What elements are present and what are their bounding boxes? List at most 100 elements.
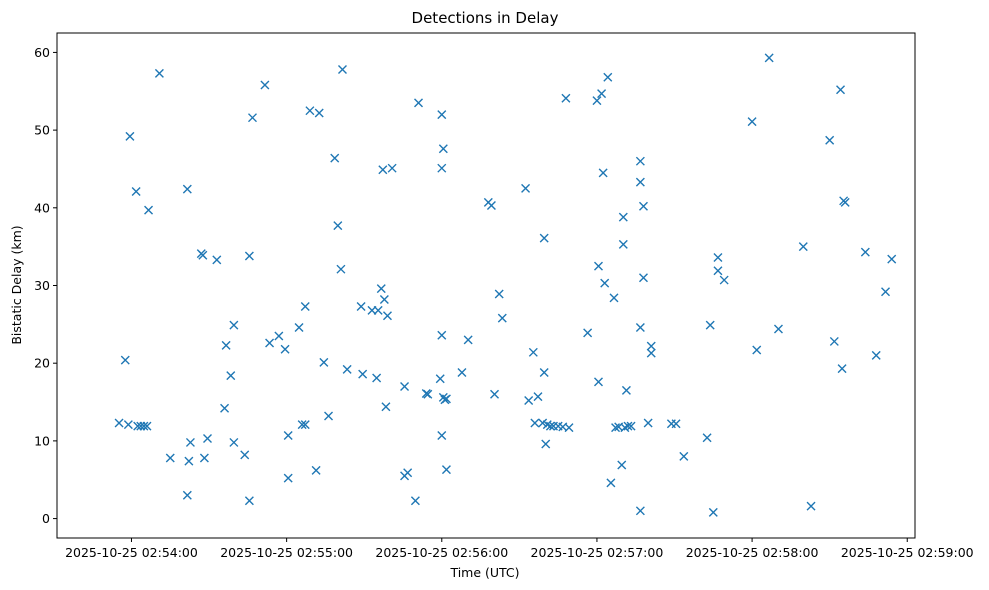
detection-point [679, 451, 689, 461]
detection-point [752, 345, 762, 355]
y-tick-label: 0 [42, 511, 50, 526]
x-tick-label: 2025-10-25 02:59:00 [841, 545, 974, 560]
detection-point [199, 453, 209, 463]
x-tick-label: 2025-10-25 02:54:00 [65, 545, 198, 560]
detection-point [840, 197, 850, 207]
detection-point [871, 350, 881, 360]
y-tick-label: 30 [34, 278, 50, 293]
detection-point [798, 242, 808, 252]
detection-point [212, 255, 222, 265]
detection-point [280, 344, 290, 354]
y-tick-label: 40 [34, 200, 50, 215]
detection-point [705, 320, 715, 330]
detection-point [358, 369, 368, 379]
detection-point [719, 275, 729, 285]
detection-point [617, 460, 627, 470]
detection-point [244, 496, 254, 506]
detection-point [437, 330, 447, 340]
detection-point [247, 113, 257, 123]
detection-point [330, 153, 340, 163]
detection-point [713, 253, 723, 263]
detection-point [260, 80, 270, 90]
detection-point [372, 373, 382, 383]
detection-point [229, 320, 239, 330]
detection-point [182, 184, 192, 194]
y-tick-label: 10 [34, 433, 50, 448]
detection-point [521, 183, 531, 193]
detection-point [283, 430, 293, 440]
detection-point [635, 177, 645, 187]
detection-point [583, 328, 593, 338]
detection-point [463, 335, 473, 345]
detection-point [198, 250, 208, 260]
detection-point [414, 98, 424, 108]
detection-point [144, 205, 154, 215]
detection-point [623, 421, 633, 431]
x-axis: 2025-10-25 02:54:00 2025-10-25 02:55:00 20… [65, 538, 974, 560]
detection-point [333, 221, 343, 231]
detection-point [120, 355, 130, 365]
detection-point [829, 336, 839, 346]
detection-point [626, 421, 636, 431]
detection-point [185, 437, 195, 447]
detection-point [123, 420, 133, 430]
detection-point [638, 201, 648, 211]
detection-point [611, 423, 621, 433]
detection-point [294, 322, 304, 332]
detection-point [860, 247, 870, 257]
detection-point [131, 186, 141, 196]
detection-point [528, 347, 538, 357]
x-tick-label: 2025-10-25 02:55:00 [220, 545, 353, 560]
detection-point [638, 273, 648, 283]
detection-point [381, 402, 391, 412]
detection-point [646, 341, 656, 351]
detection-point [423, 389, 433, 399]
detection-point [441, 465, 451, 475]
detection-point [373, 305, 383, 315]
detection-point [764, 53, 774, 63]
detection-point [376, 284, 386, 294]
detection-point [382, 311, 392, 321]
detection-point [400, 382, 410, 391]
detection-point [438, 144, 448, 154]
y-axis: 0 10 20 30 40 50 60 [34, 45, 57, 526]
detection-point [337, 65, 347, 75]
detection-point [635, 506, 645, 516]
detection-point [265, 338, 275, 348]
detection-point [671, 419, 681, 429]
detection-point [378, 165, 388, 175]
detection-point [881, 287, 891, 297]
y-tick-label: 20 [34, 356, 50, 371]
detection-point [524, 395, 534, 405]
detection-point [836, 85, 846, 95]
detection-point [300, 301, 310, 311]
detection-point [154, 68, 164, 78]
detection-point [825, 135, 835, 145]
detection-point [240, 450, 250, 460]
detection-point [220, 403, 230, 413]
x-tick-label: 2025-10-25 02:57:00 [531, 545, 664, 560]
detection-point [598, 168, 608, 178]
detection-point [618, 239, 628, 249]
detection-point [887, 254, 897, 264]
detection-point [435, 374, 445, 384]
detection-point [410, 496, 420, 506]
detection-point [297, 420, 307, 430]
detection-point [311, 465, 321, 475]
x-tick-label: 2025-10-25 02:58:00 [686, 545, 819, 560]
detection-point [541, 439, 551, 449]
detection-point [533, 392, 543, 402]
detection-point [457, 368, 467, 378]
x-tick-label: 2025-10-25 02:56:00 [375, 545, 508, 560]
detection-point [597, 89, 607, 99]
detection-point [300, 420, 310, 430]
detection-point [244, 251, 254, 261]
detection-point [713, 266, 723, 276]
detection-point [592, 96, 602, 106]
detection-point [539, 368, 549, 378]
detection-point [837, 364, 847, 374]
chart-title: Detections in Delay [412, 9, 559, 27]
detection-point [314, 108, 324, 118]
detection-point [184, 456, 194, 466]
